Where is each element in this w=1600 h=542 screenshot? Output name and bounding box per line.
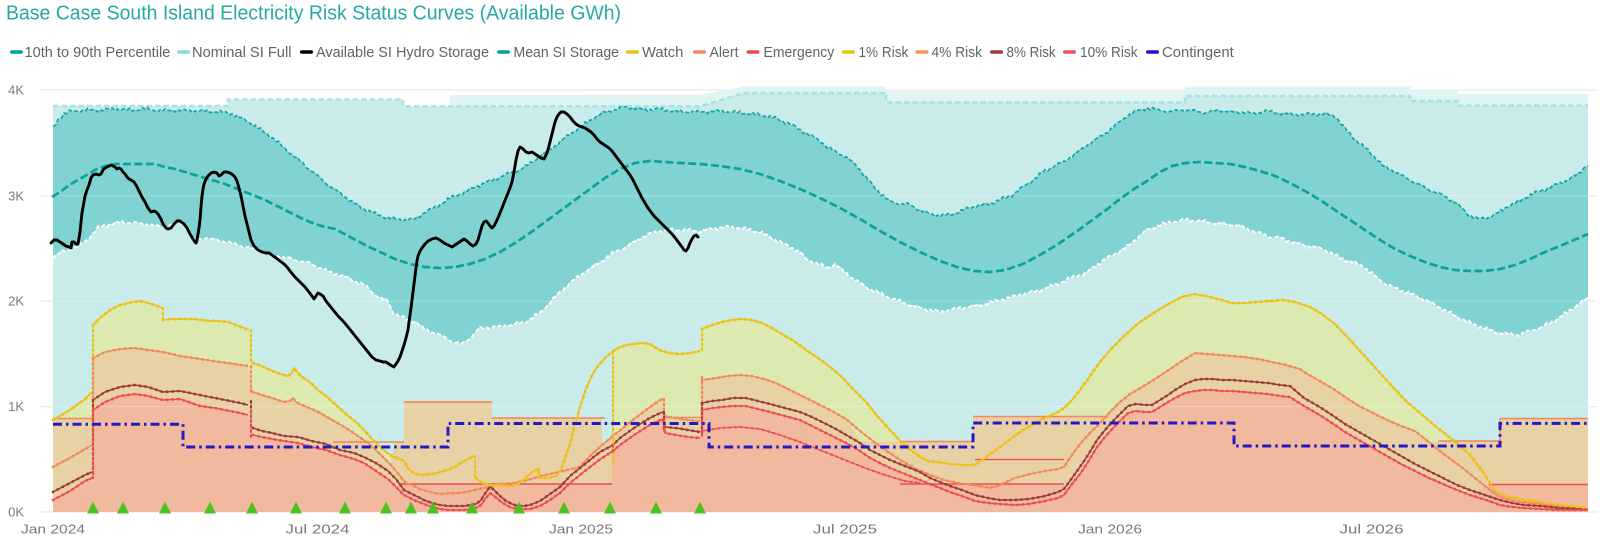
svg-text:Emergency: Emergency — [764, 45, 835, 61]
svg-text:1% Risk: 1% Risk — [859, 45, 909, 61]
svg-text:8% Risk: 8% Risk — [1007, 45, 1057, 61]
svg-text:3K: 3K — [8, 188, 24, 203]
svg-text:Nominal SI Full: Nominal SI Full — [192, 45, 292, 61]
svg-text:Jul 2026: Jul 2026 — [1340, 522, 1404, 537]
svg-text:10% Risk: 10% Risk — [1080, 45, 1138, 61]
svg-text:Watch: Watch — [642, 45, 683, 61]
svg-text:4K: 4K — [8, 83, 24, 98]
svg-text:Base Case South Island Electri: Base Case South Island Electricity Risk … — [6, 2, 621, 25]
svg-text:1K: 1K — [8, 399, 24, 414]
svg-text:Jan 2026: Jan 2026 — [1078, 522, 1142, 537]
svg-text:Jan 2024: Jan 2024 — [21, 522, 85, 537]
svg-text:Contingent: Contingent — [1162, 45, 1234, 61]
svg-text:Available SI Hydro Storage: Available SI Hydro Storage — [316, 45, 489, 61]
svg-text:2K: 2K — [8, 294, 24, 309]
svg-text:Alert: Alert — [710, 45, 739, 61]
svg-text:Mean SI Storage: Mean SI Storage — [514, 45, 620, 61]
svg-text:Jan 2025: Jan 2025 — [549, 522, 613, 537]
svg-text:4% Risk: 4% Risk — [932, 45, 983, 61]
svg-text:Jul 2025: Jul 2025 — [813, 522, 877, 537]
svg-text:10th to 90th Percentile: 10th to 90th Percentile — [25, 45, 171, 61]
svg-text:0K: 0K — [8, 505, 24, 520]
svg-text:Jul 2024: Jul 2024 — [286, 522, 350, 537]
